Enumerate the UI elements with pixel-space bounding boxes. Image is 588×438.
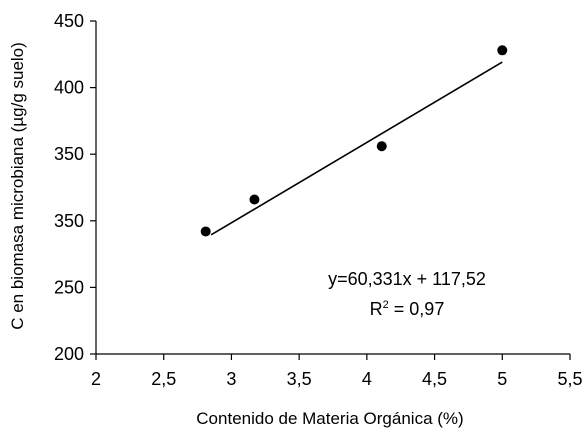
axes (95, 21, 570, 355)
x-tick-label: 5,5 (557, 369, 582, 389)
x-axis-title: Contenido de Materia Orgánica (%) (196, 409, 463, 428)
data-point (200, 226, 211, 237)
r-squared-label: R2 = 0,97 (370, 299, 445, 319)
r-squared-prefix: R (370, 299, 383, 319)
regression-equation: y=60,331x + 117,52 (328, 269, 486, 289)
y-tick-label: 400 (54, 78, 84, 98)
x-tick-label: 3,5 (287, 369, 312, 389)
data-point (497, 45, 508, 56)
trendline (210, 61, 503, 236)
y-tick-label: 350 (54, 211, 84, 231)
x-axis-ticks: 2 2,5 3 3,5 4 4,5 5 5,5 (91, 354, 583, 389)
x-tick-label: 2,5 (151, 369, 176, 389)
x-tick-label: 4 (362, 369, 372, 389)
data-point (249, 194, 260, 205)
x-tick-label: 2 (91, 369, 101, 389)
data-points (200, 45, 508, 237)
y-tick-label: 200 (54, 344, 84, 364)
x-tick-label: 5 (497, 369, 507, 389)
x-tick-label: 3 (226, 369, 236, 389)
y-tick-label: 350 (54, 144, 84, 164)
r-squared-value: = 0,97 (389, 299, 445, 319)
x-tick-label: 4,5 (422, 369, 447, 389)
data-point (376, 141, 387, 152)
y-tick-label: 450 (54, 11, 84, 31)
y-axis-title: C en biomasa microbiana (µg/g suelo) (8, 42, 27, 330)
trendline-group (210, 61, 503, 236)
y-tick-label: 250 (54, 277, 84, 297)
y-axis-ticks: 200 250 350 350 400 450 (54, 11, 96, 364)
r-squared-superscript: 2 (383, 299, 389, 311)
